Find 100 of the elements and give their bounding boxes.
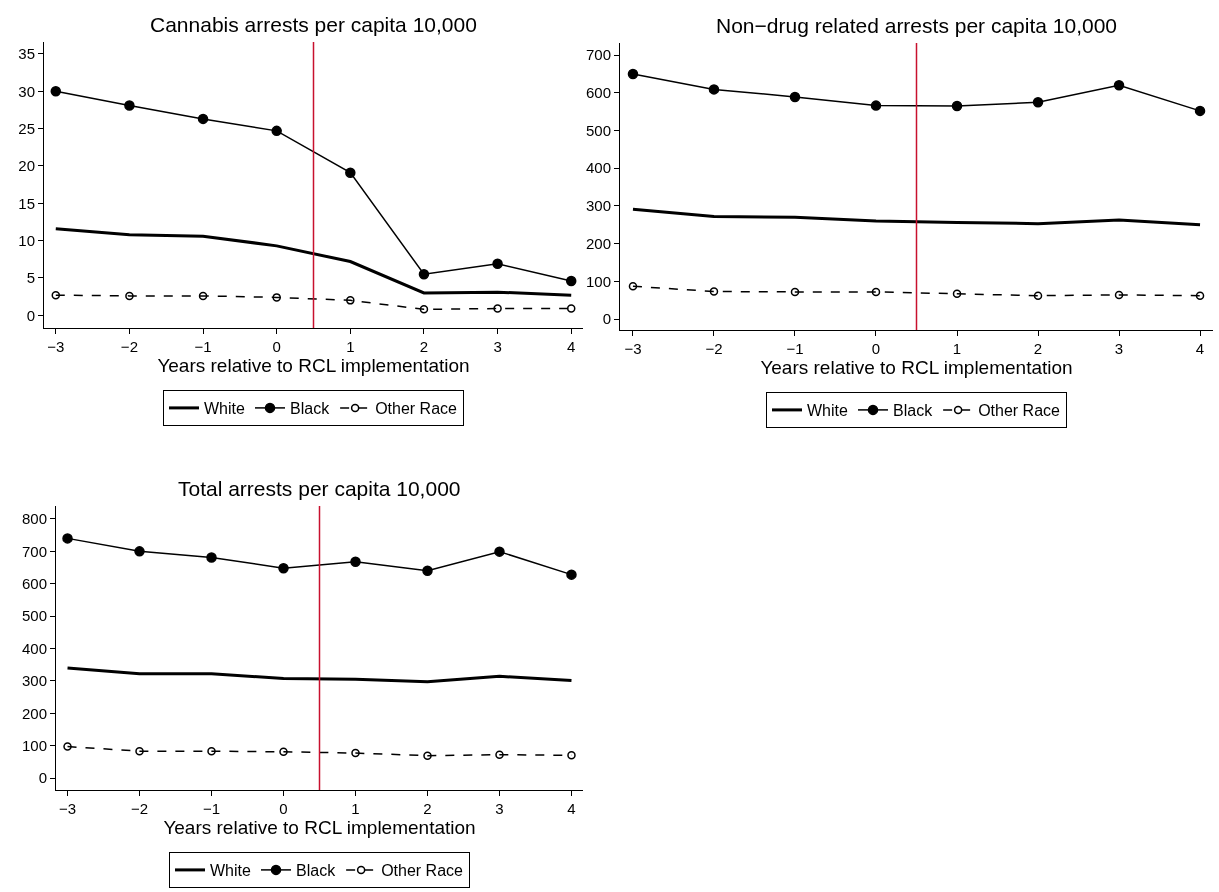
x-tick-label: 4 bbox=[567, 338, 576, 355]
point bbox=[708, 84, 720, 95]
point bbox=[789, 91, 801, 103]
x-tick-label: −1 bbox=[202, 800, 221, 817]
x-tick-label: 1 bbox=[952, 340, 962, 357]
point bbox=[125, 291, 134, 301]
y-tick-label: 600 bbox=[21, 574, 47, 592]
y-tick-label: 700 bbox=[21, 542, 47, 560]
y-tick-label: 35 bbox=[18, 45, 35, 63]
point bbox=[1114, 290, 1124, 300]
point bbox=[1032, 96, 1044, 108]
point bbox=[1194, 105, 1206, 117]
x-tick-label: 3 bbox=[1114, 340, 1124, 357]
point bbox=[198, 291, 208, 301]
y-tick-label: 0 bbox=[38, 769, 47, 787]
y-tick-label: 300 bbox=[585, 197, 611, 215]
x-tick-label: −3 bbox=[47, 338, 65, 355]
point bbox=[207, 746, 216, 756]
y-tick-label: 15 bbox=[18, 194, 35, 212]
x-tick-label: 1 bbox=[351, 800, 360, 817]
point bbox=[345, 167, 356, 178]
y-tick-label: 100 bbox=[21, 736, 47, 754]
x-tick-label: 0 bbox=[279, 800, 288, 817]
legend-label: Other Race bbox=[381, 862, 464, 880]
legend-label: Other Race bbox=[375, 400, 458, 418]
point bbox=[63, 742, 72, 751]
point bbox=[206, 552, 217, 563]
y-tick-label: 800 bbox=[21, 510, 47, 528]
x-axis-title: Years relative to RCL implementation bbox=[760, 357, 1073, 378]
x-tick-label: 3 bbox=[495, 800, 504, 817]
point bbox=[350, 556, 361, 567]
x-tick-label: −3 bbox=[624, 340, 642, 357]
y-tick-label: 600 bbox=[585, 84, 611, 102]
x-tick-label: 2 bbox=[423, 800, 432, 817]
point bbox=[565, 275, 577, 287]
chart-title: Non−drug related arrests per capita 10,000 bbox=[716, 14, 1117, 37]
x-tick-label: −3 bbox=[58, 800, 77, 817]
point bbox=[495, 750, 504, 759]
point bbox=[346, 296, 355, 305]
y-tick-label: 30 bbox=[18, 82, 35, 100]
x-tick-label: 0 bbox=[272, 338, 281, 355]
point bbox=[709, 287, 719, 296]
point bbox=[492, 258, 503, 270]
point bbox=[493, 304, 502, 313]
chart-title: Total arrests per capita 10,000 bbox=[178, 477, 461, 500]
legend-label: White bbox=[807, 402, 848, 420]
x-tick-label: −1 bbox=[194, 338, 212, 355]
y-tick-label: 200 bbox=[21, 704, 47, 722]
x-tick-label: 2 bbox=[419, 338, 429, 355]
point bbox=[952, 289, 962, 299]
x-tick-label: 4 bbox=[1195, 340, 1205, 357]
point bbox=[278, 562, 289, 574]
point bbox=[567, 751, 576, 760]
legend-label: White bbox=[210, 862, 251, 880]
y-tick-label: 400 bbox=[21, 639, 47, 657]
point bbox=[50, 86, 62, 97]
point bbox=[135, 746, 144, 756]
point bbox=[422, 565, 433, 577]
point bbox=[124, 100, 135, 111]
y-tick-label: 700 bbox=[585, 46, 611, 64]
y-tick-label: 500 bbox=[585, 121, 611, 139]
line-series bbox=[54, 227, 573, 297]
x-tick-label: 3 bbox=[493, 338, 502, 355]
y-tick-label: 200 bbox=[585, 234, 611, 252]
y-tick-label: 0 bbox=[26, 306, 35, 324]
x-tick-label: −2 bbox=[705, 340, 723, 357]
point bbox=[423, 751, 432, 760]
y-tick-label: 100 bbox=[585, 272, 611, 290]
y-tick-label: 300 bbox=[21, 672, 47, 690]
point bbox=[197, 113, 209, 125]
legend-label: Other Race bbox=[978, 402, 1061, 420]
line-series bbox=[66, 666, 573, 684]
x-tick-label: −2 bbox=[130, 800, 149, 817]
point bbox=[419, 305, 429, 314]
x-tick-label: 0 bbox=[871, 340, 881, 357]
point bbox=[62, 533, 73, 544]
point bbox=[271, 125, 282, 137]
legend-label: Black bbox=[296, 862, 337, 880]
point bbox=[272, 293, 281, 302]
point bbox=[870, 100, 882, 111]
legend-label: Black bbox=[893, 402, 934, 420]
point bbox=[494, 546, 505, 557]
y-tick-label: 10 bbox=[18, 231, 35, 249]
point bbox=[1033, 291, 1043, 300]
line-series bbox=[631, 207, 1202, 227]
point bbox=[566, 569, 577, 580]
point bbox=[51, 290, 61, 300]
x-axis-title: Years relative to RCL implementation bbox=[157, 355, 470, 376]
x-tick-label: 4 bbox=[567, 800, 576, 817]
point bbox=[279, 747, 288, 757]
x-tick-label: 2 bbox=[1033, 340, 1043, 357]
y-tick-label: 400 bbox=[585, 159, 611, 177]
x-tick-label: −2 bbox=[120, 338, 138, 355]
y-tick-label: 5 bbox=[26, 269, 35, 287]
point bbox=[951, 100, 963, 112]
point bbox=[627, 68, 639, 80]
point bbox=[351, 748, 360, 758]
y-tick-label: 500 bbox=[21, 607, 47, 625]
x-tick-label: 1 bbox=[346, 338, 355, 355]
x-tick-label: −1 bbox=[786, 340, 804, 357]
